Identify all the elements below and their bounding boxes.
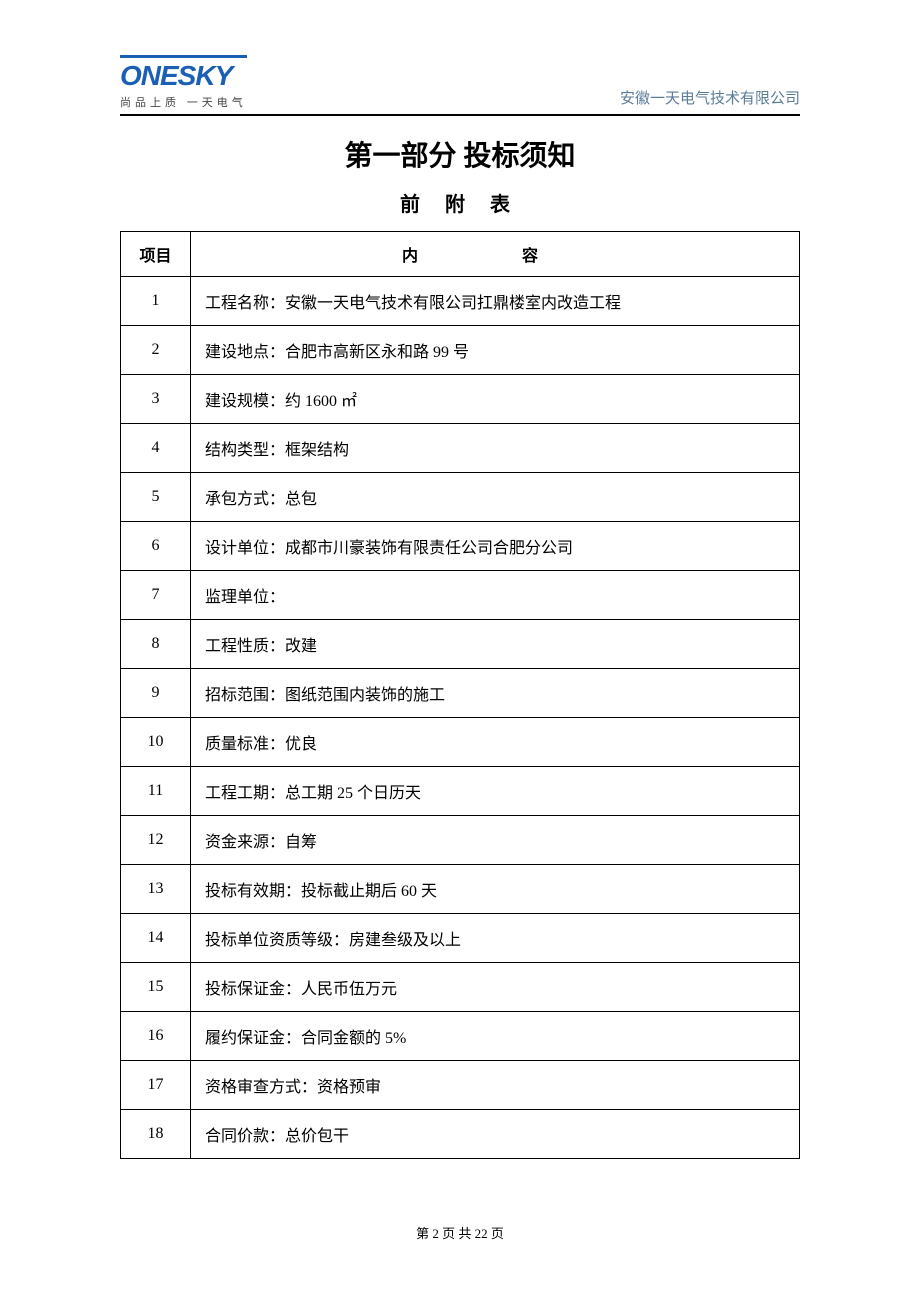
attachment-table: 项目 内 容 1工程名称：安徽一天电气技术有限公司扛鼎楼室内改造工程2建设地点：…	[120, 231, 800, 1159]
logo-text: ONESKY	[120, 55, 247, 92]
row-number: 9	[121, 669, 191, 718]
table-header-row: 项目 内 容	[121, 232, 800, 277]
row-content: 结构类型：框架结构	[191, 424, 800, 473]
col-header-content: 内 容	[191, 232, 800, 277]
row-content: 监理单位：	[191, 571, 800, 620]
row-content: 投标保证金：人民币伍万元	[191, 963, 800, 1012]
table-row: 7监理单位：	[121, 571, 800, 620]
table-row: 17资格审查方式：资格预审	[121, 1061, 800, 1110]
table-row: 15投标保证金：人民币伍万元	[121, 963, 800, 1012]
row-content: 投标有效期：投标截止期后 60 天	[191, 865, 800, 914]
row-content: 建设规模：约 1600 ㎡	[191, 375, 800, 424]
row-number: 4	[121, 424, 191, 473]
table-row: 1工程名称：安徽一天电气技术有限公司扛鼎楼室内改造工程	[121, 277, 800, 326]
row-number: 13	[121, 865, 191, 914]
page-footer: 第 2 页 共 22 页	[0, 1223, 920, 1242]
document-page: ONESKY 尚品上质 一天电气 安徽一天电气技术有限公司 第一部分 投标须知 …	[0, 0, 920, 1199]
row-number: 6	[121, 522, 191, 571]
company-name: 安徽一天电气技术有限公司	[620, 87, 800, 108]
col-header-num: 项目	[121, 232, 191, 277]
table-row: 11工程工期：总工期 25 个日历天	[121, 767, 800, 816]
row-content: 投标单位资质等级：房建叁级及以上	[191, 914, 800, 963]
row-content: 工程性质：改建	[191, 620, 800, 669]
row-number: 14	[121, 914, 191, 963]
table-row: 4结构类型：框架结构	[121, 424, 800, 473]
row-number: 11	[121, 767, 191, 816]
table-row: 3建设规模：约 1600 ㎡	[121, 375, 800, 424]
table-row: 6设计单位：成都市川豪装饰有限责任公司合肥分公司	[121, 522, 800, 571]
logo-block: ONESKY 尚品上质 一天电气	[120, 55, 247, 110]
row-number: 7	[121, 571, 191, 620]
row-number: 16	[121, 1012, 191, 1061]
row-content: 工程工期：总工期 25 个日历天	[191, 767, 800, 816]
row-content: 设计单位：成都市川豪装饰有限责任公司合肥分公司	[191, 522, 800, 571]
table-row: 14投标单位资质等级：房建叁级及以上	[121, 914, 800, 963]
table-body: 1工程名称：安徽一天电气技术有限公司扛鼎楼室内改造工程2建设地点：合肥市高新区永…	[121, 277, 800, 1159]
row-content: 合同价款：总价包干	[191, 1110, 800, 1159]
row-number: 15	[121, 963, 191, 1012]
page-header: ONESKY 尚品上质 一天电气 安徽一天电气技术有限公司	[120, 55, 800, 116]
row-content: 建设地点：合肥市高新区永和路 99 号	[191, 326, 800, 375]
row-content: 工程名称：安徽一天电气技术有限公司扛鼎楼室内改造工程	[191, 277, 800, 326]
table-row: 16履约保证金：合同金额的 5%	[121, 1012, 800, 1061]
row-number: 1	[121, 277, 191, 326]
table-row: 2建设地点：合肥市高新区永和路 99 号	[121, 326, 800, 375]
row-number: 8	[121, 620, 191, 669]
row-number: 2	[121, 326, 191, 375]
subtitle: 前 附 表	[120, 188, 800, 217]
logo-tagline: 尚品上质 一天电气	[120, 94, 247, 110]
row-content: 资格审查方式：资格预审	[191, 1061, 800, 1110]
table-row: 18合同价款：总价包干	[121, 1110, 800, 1159]
table-row: 5承包方式：总包	[121, 473, 800, 522]
row-number: 17	[121, 1061, 191, 1110]
row-content: 承包方式：总包	[191, 473, 800, 522]
row-number: 12	[121, 816, 191, 865]
table-row: 12资金来源：自筹	[121, 816, 800, 865]
row-number: 5	[121, 473, 191, 522]
section-title: 第一部分 投标须知	[120, 134, 800, 174]
row-content: 质量标准：优良	[191, 718, 800, 767]
table-row: 13投标有效期：投标截止期后 60 天	[121, 865, 800, 914]
row-number: 3	[121, 375, 191, 424]
table-row: 9招标范围：图纸范围内装饰的施工	[121, 669, 800, 718]
row-number: 10	[121, 718, 191, 767]
row-content: 资金来源：自筹	[191, 816, 800, 865]
row-content: 履约保证金：合同金额的 5%	[191, 1012, 800, 1061]
row-content: 招标范围：图纸范围内装饰的施工	[191, 669, 800, 718]
table-row: 10质量标准：优良	[121, 718, 800, 767]
table-row: 8工程性质：改建	[121, 620, 800, 669]
row-number: 18	[121, 1110, 191, 1159]
